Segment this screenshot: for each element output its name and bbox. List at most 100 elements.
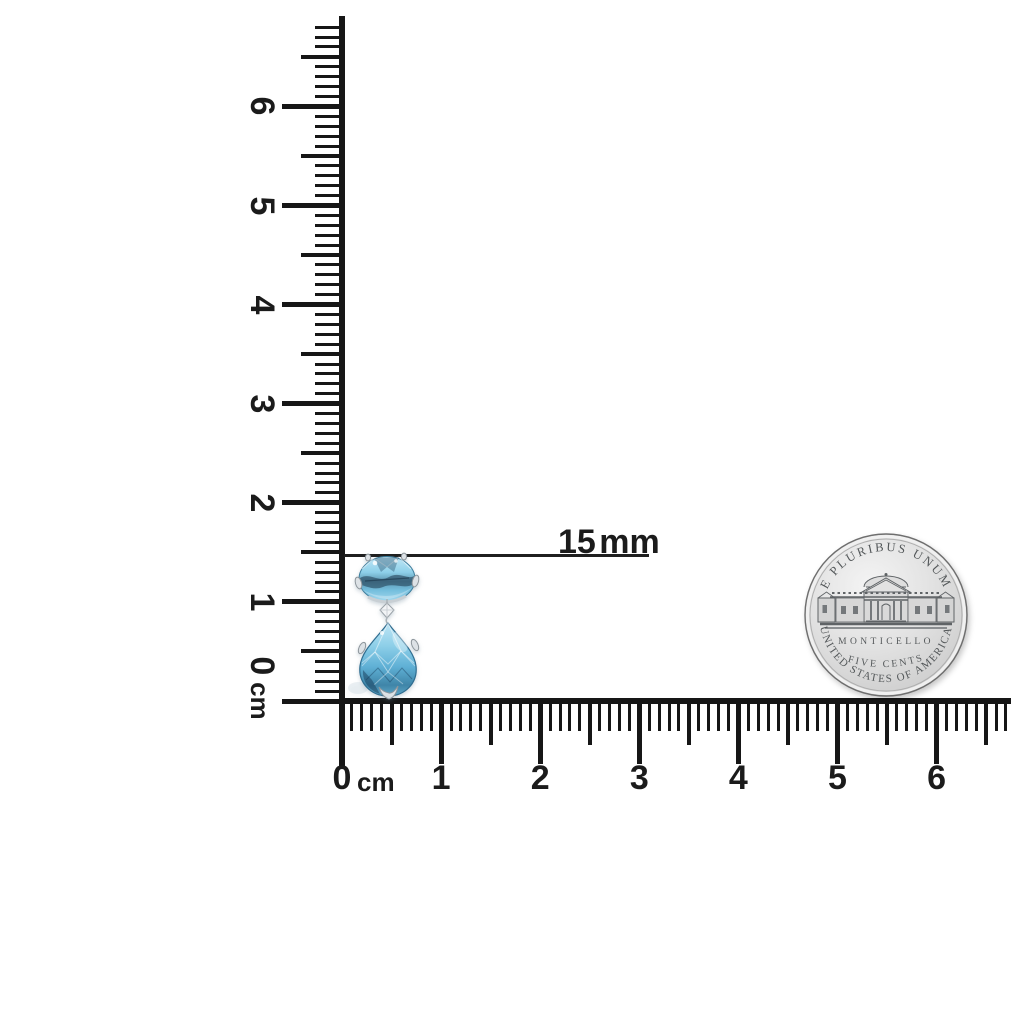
ruler-number: 0 (332, 759, 352, 797)
ruler-tick (315, 422, 344, 426)
ruler-tick (282, 698, 344, 704)
ruler-tick (994, 700, 998, 731)
ruler-tick (315, 223, 344, 227)
ruler-tick (315, 213, 344, 217)
nickel-coin: E PLURIBUS UNUM MONTICELLO FIVE CENTS UN… (804, 533, 968, 697)
ruler-tick (657, 700, 661, 731)
ruler-number: 4 (728, 759, 748, 797)
ruler-number: 1 (431, 759, 451, 797)
measurement-label: 15 mm (558, 523, 660, 561)
ruler-tick (315, 590, 344, 594)
ruler-tick (380, 700, 384, 731)
ruler-tick (1004, 700, 1008, 731)
ruler-tick (282, 302, 344, 308)
ruler-tick (865, 700, 869, 731)
ruler-tick (315, 471, 344, 475)
ruler-tick (315, 491, 344, 495)
ruler-tick (315, 610, 344, 614)
ruler-tick (984, 700, 989, 745)
ruler-unit-label: cm (357, 767, 395, 797)
ruler-tick (568, 700, 572, 731)
ruler-tick (598, 700, 602, 731)
ruler-tick (796, 700, 800, 731)
earring-photo (348, 552, 420, 700)
ruler-tick (776, 700, 780, 731)
ruler-tick (315, 630, 344, 634)
coin-rim (806, 535, 966, 695)
ruler-tick (697, 700, 701, 731)
ruler-tick (315, 85, 344, 89)
ruler-tick (315, 144, 344, 148)
ruler-tick (315, 431, 344, 435)
ruler-unit-label: cm (245, 682, 275, 720)
ruler-number: 3 (243, 394, 281, 414)
round-stud-stone (358, 556, 416, 602)
pear-drop-stone (359, 621, 417, 697)
ruler-tick (360, 700, 364, 731)
ruler-tick (315, 521, 344, 525)
ruler-number: 5 (828, 759, 847, 797)
ruler-tick (315, 233, 344, 237)
ruler-number: 2 (530, 759, 550, 797)
ruler-tick (315, 283, 344, 287)
ruler-tick (315, 362, 344, 366)
ruler-tick (488, 700, 493, 745)
ruler-tick (315, 640, 344, 644)
coin-rim-inner (809, 538, 963, 692)
ruler-tick (282, 103, 344, 109)
ruler-tick (677, 700, 681, 731)
ruler-tick (845, 700, 849, 731)
ruler-tick (915, 700, 919, 731)
ruler-number: 1 (243, 592, 281, 612)
ruler-tick (835, 700, 840, 764)
ruler-tick (315, 45, 344, 49)
ruler-tick (735, 700, 741, 764)
ruler-tick (350, 700, 354, 731)
ruler-tick (315, 114, 344, 118)
ruler-tick (315, 481, 344, 485)
ruler-tick (315, 659, 344, 663)
ruler-tick (282, 500, 344, 506)
ruler-tick (617, 700, 621, 731)
ruler-tick (974, 700, 978, 731)
ruler-tick (608, 700, 612, 731)
earring-shadow (348, 682, 368, 694)
ruler-tick (806, 700, 810, 731)
measurement-line (344, 554, 649, 557)
ruler-tick (315, 540, 344, 544)
ruler-tick (315, 679, 344, 683)
ruler-number: 3 (629, 759, 649, 797)
ruler-tick (399, 700, 403, 731)
ruler-tick (627, 700, 631, 731)
ruler-tick (315, 322, 344, 326)
ruler-tick (301, 550, 344, 555)
ruler-tick (785, 700, 790, 745)
ruler-tick (315, 75, 344, 79)
ruler-tick (315, 263, 344, 267)
ruler-tick (766, 700, 770, 731)
ruler-tick (370, 700, 374, 731)
ruler-tick (301, 649, 344, 654)
ruler-tick (945, 700, 948, 731)
ruler-tick (518, 700, 522, 731)
ruler-tick (756, 700, 760, 731)
ruler-tick (826, 700, 830, 731)
ruler-tick (449, 700, 453, 731)
monticello-building (817, 573, 955, 629)
ruler-tick (528, 700, 532, 731)
ruler-tick (315, 164, 344, 168)
ruler-tick (746, 700, 750, 731)
ruler-tick (315, 65, 344, 69)
ruler-tick (315, 620, 344, 624)
ruler-tick (429, 700, 433, 731)
ruler-tick (315, 293, 344, 297)
ruler-number: 2 (243, 493, 281, 513)
ruler-tick (315, 94, 344, 98)
ruler-tick (315, 392, 344, 396)
ruler-tick (315, 531, 344, 535)
ruler-tick (459, 700, 463, 731)
ruler-tick (816, 700, 820, 731)
ruler-tick (954, 700, 958, 731)
ruler-tick (409, 700, 413, 731)
